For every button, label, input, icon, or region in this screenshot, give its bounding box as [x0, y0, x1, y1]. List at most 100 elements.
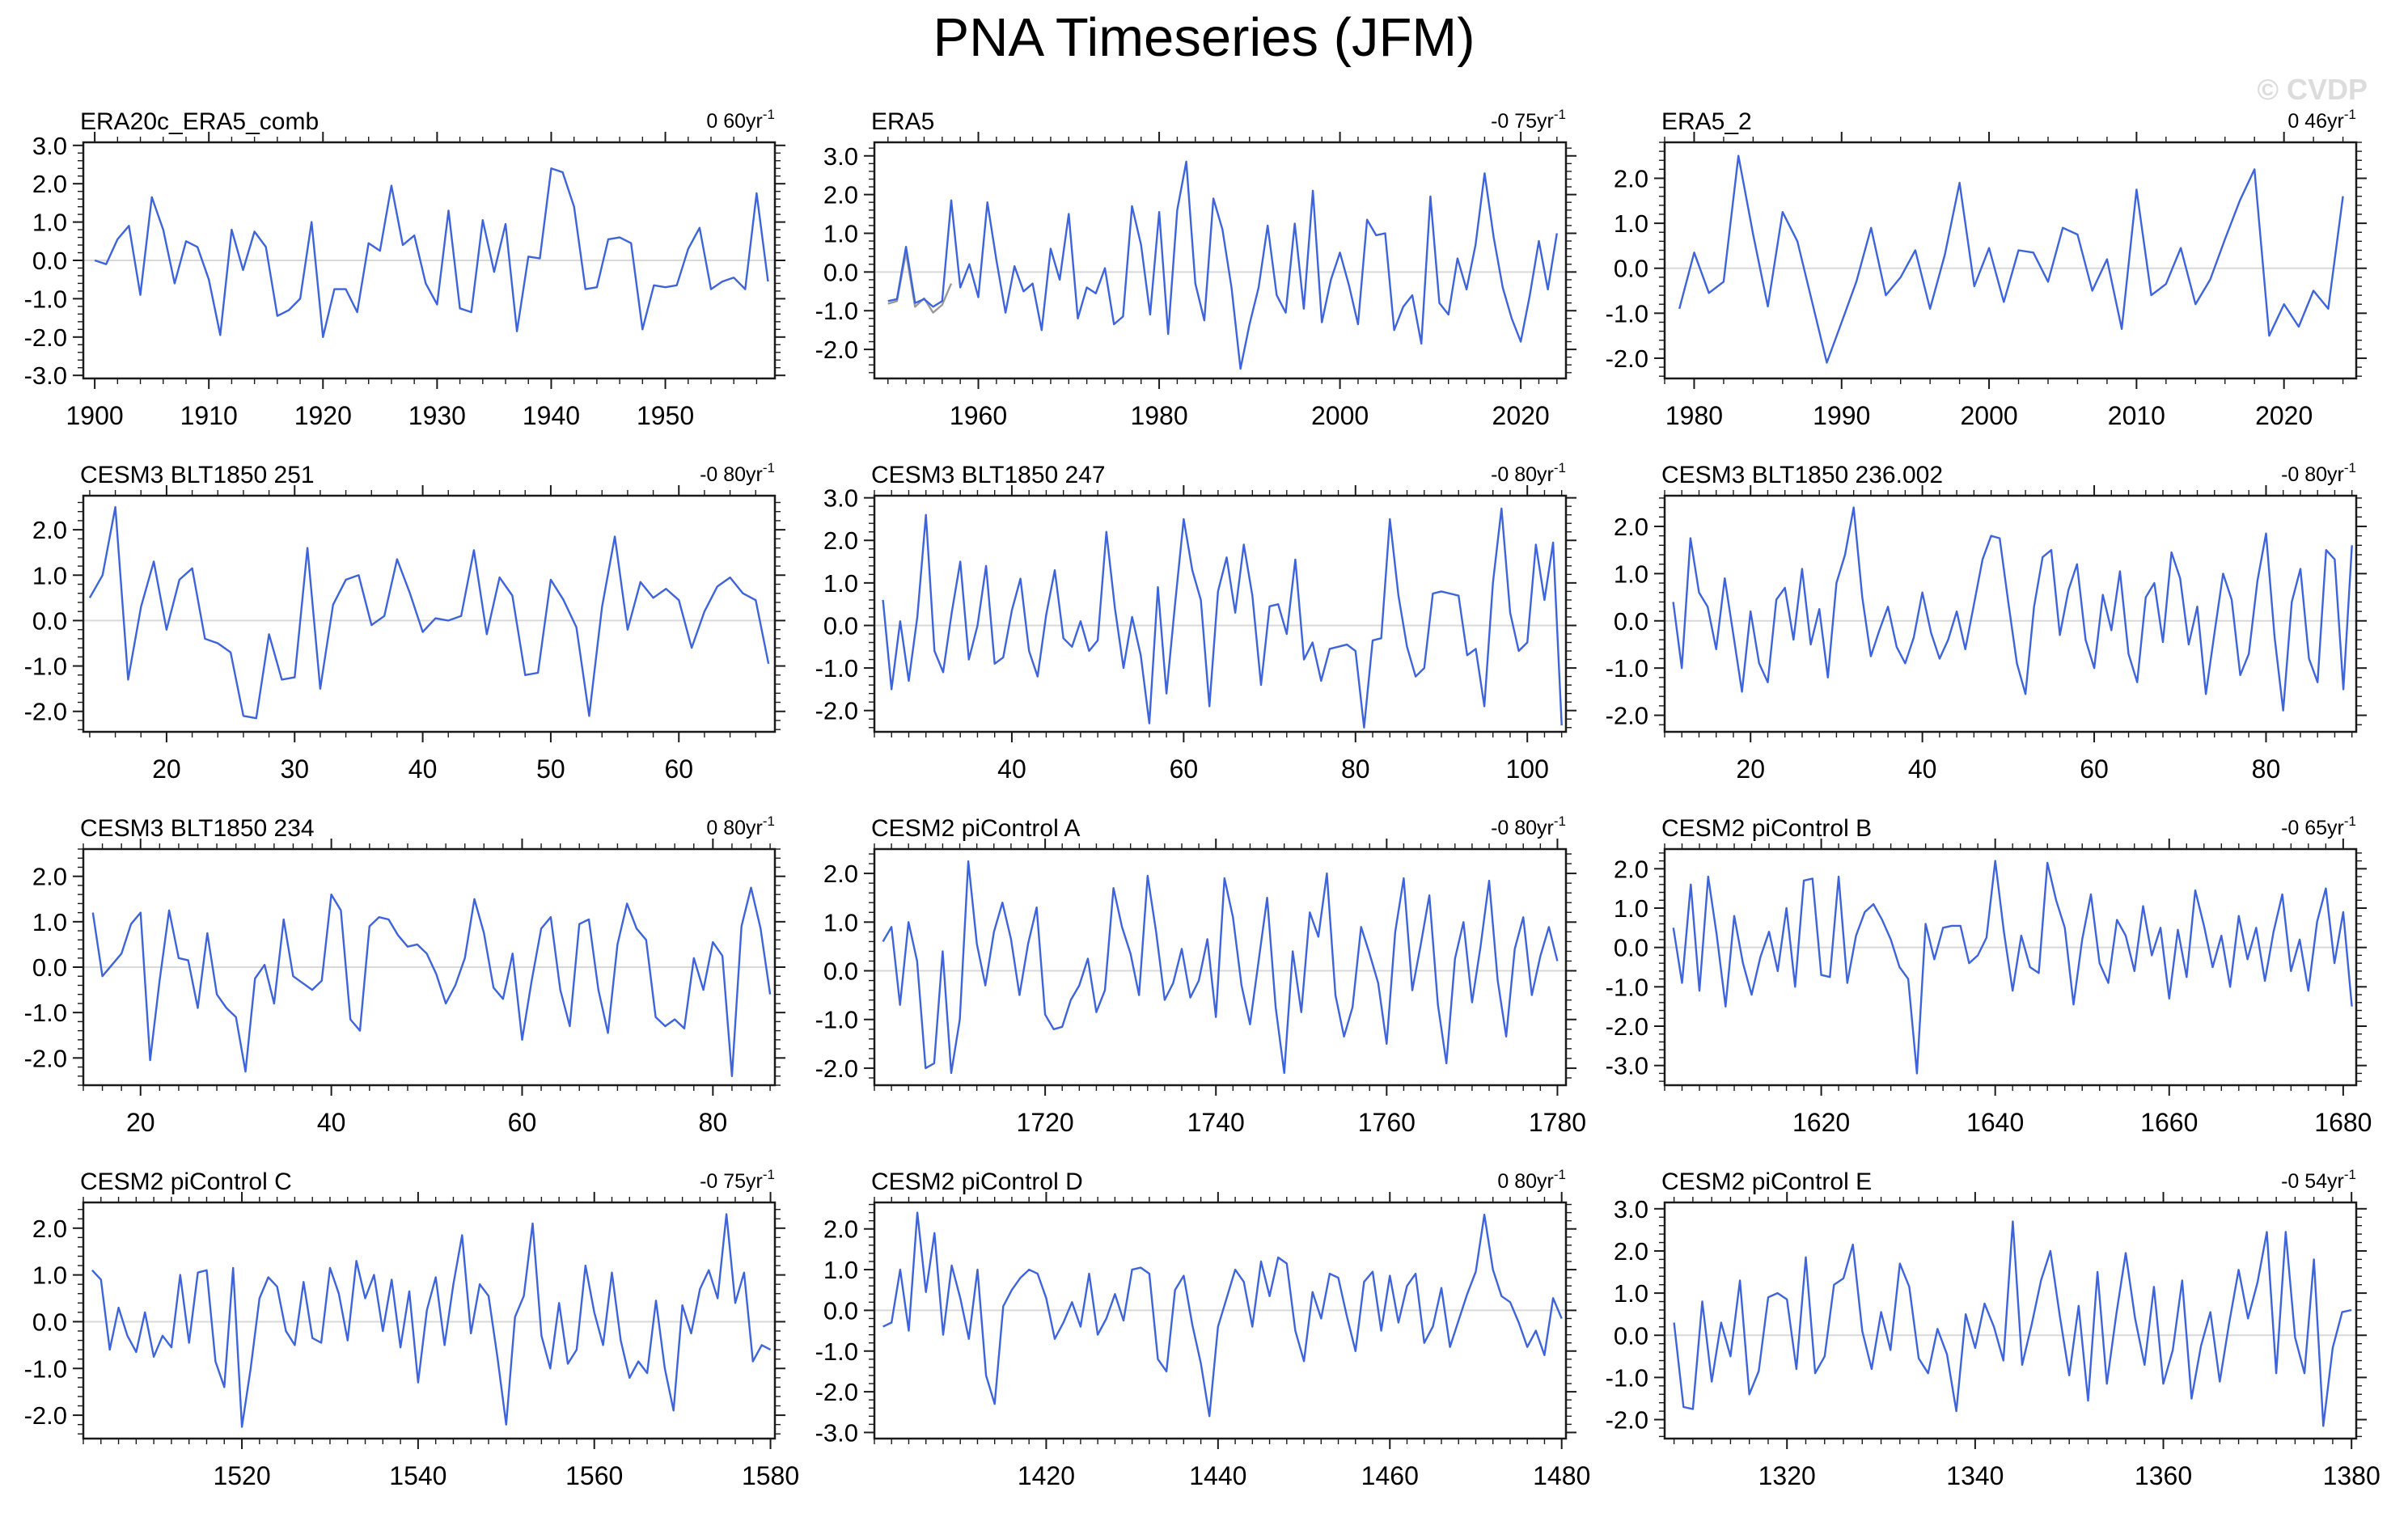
x-tick-label: 1560	[565, 1461, 623, 1490]
panel: CESM2 piControl D 0 80yr-1 1420 1440 1460 1…	[810, 1162, 1602, 1515]
x-tick-label: 40	[1908, 754, 1937, 784]
panel: CESM2 piControl B -0 65yr-1 1620 1640 1660…	[1601, 809, 2392, 1162]
y-tick-label: -2.0	[1606, 702, 1648, 730]
x-tick-label: 1320	[1758, 1461, 1816, 1490]
y-tick-label: 3.0	[823, 142, 858, 171]
panel-trend: 0 60yr-1	[706, 107, 775, 133]
plot-frame	[873, 1201, 1567, 1440]
plot-frame	[82, 847, 777, 1087]
panel: CESM2 piControl A -0 80yr-1 1720 1740 1760…	[810, 809, 1602, 1162]
timeseries-line	[94, 167, 769, 338]
timeseries-panel-svg: ERA20c_ERA5_comb 0 60yr-1 1900 1910 1920 19…	[24, 107, 785, 430]
y-tick-label: -1.0	[815, 1337, 857, 1366]
x-tick-label: 1980	[1665, 401, 1723, 430]
x-tick-label: 1960	[950, 401, 1007, 430]
y-tick-label: -2.0	[24, 1044, 67, 1072]
x-tick-label: 1640	[1966, 1108, 2024, 1137]
timeseries-panel-svg: CESM2 piControl A -0 80yr-1 1720 1740 1760…	[815, 813, 1585, 1137]
x-tick-label: 1910	[180, 401, 238, 430]
y-tick-label: 2.0	[32, 170, 67, 198]
plot-frame	[873, 494, 1567, 733]
panel-title: CESM3 BLT1850 247	[871, 462, 1106, 488]
y-tick-label: 2.0	[1614, 513, 1648, 541]
y-tick-label: -1.0	[815, 297, 857, 325]
plot-frame	[82, 1201, 777, 1440]
y-tick-label: 1.0	[32, 908, 67, 936]
x-tick-label: 2000	[1961, 401, 2018, 430]
y-tick-label: 3.0	[823, 484, 858, 513]
y-tick-label: 1.0	[1614, 894, 1648, 923]
panel-title: ERA5_2	[1661, 108, 1752, 135]
y-tick-label: 1.0	[32, 209, 67, 237]
y-tick-label: -1.0	[815, 654, 857, 682]
y-tick-label: -1.0	[24, 285, 67, 313]
y-tick-label: 1.0	[1614, 560, 1648, 588]
y-tick-label: 1.0	[32, 561, 67, 590]
timeseries-line	[882, 507, 1563, 729]
panel-trend: -0 80yr-1	[2281, 460, 2356, 486]
timeseries-line	[882, 1211, 1563, 1418]
panel-trend: -0 80yr-1	[1491, 460, 1566, 486]
panel-title: ERA5	[871, 108, 934, 135]
x-tick-label: 1380	[2323, 1461, 2380, 1490]
y-tick-label: 1.0	[1614, 209, 1648, 238]
timeseries-line	[1672, 506, 2354, 712]
y-tick-label: -2.0	[1606, 1012, 1648, 1041]
x-tick-label: 1930	[408, 401, 466, 430]
timeseries-panel-svg: CESM3 BLT1850 236.002 -0 80yr-1 20 40 60 80…	[1606, 460, 2368, 784]
panel: CESM3 BLT1850 234 0 80yr-1 20 40 60 80 2.0 1.…	[19, 809, 810, 1162]
x-tick-label: 2000	[1311, 401, 1369, 430]
y-tick-label: 2.0	[1614, 164, 1648, 192]
timeseries-panel-svg: ERA5 -0 75yr-1 1960 1980 2000 2020 3.0 2.0 1.0…	[815, 107, 1576, 430]
y-tick-label: 2.0	[823, 181, 858, 209]
timeseries-panel-svg: CESM2 piControl D 0 80yr-1 1420 1440 1460 1…	[815, 1167, 1590, 1490]
plot-frame	[1664, 141, 2358, 380]
y-tick-label: -2.0	[815, 1054, 857, 1083]
plot-frame	[1664, 494, 2358, 733]
y-tick-label: 0.0	[32, 606, 67, 635]
x-tick-label: 60	[508, 1108, 537, 1137]
panel-title: CESM2 piControl C	[80, 1168, 292, 1195]
y-tick-label: 0.0	[823, 611, 858, 640]
panel-trend: 0 80yr-1	[1497, 1167, 1566, 1193]
y-tick-label: 0.0	[1614, 1321, 1648, 1350]
timeseries-line	[91, 886, 772, 1077]
x-tick-label: 40	[317, 1108, 346, 1137]
y-tick-label: -2.0	[24, 698, 67, 726]
x-tick-label: 1440	[1189, 1461, 1246, 1490]
panel: ERA5_2 0 46yr-1 1980 1990 2000 2010 2020 2.0 1…	[1601, 102, 2392, 455]
panel-trend: -0 54yr-1	[2281, 1167, 2356, 1193]
panel-title: CESM3 BLT1850 236.002	[1661, 462, 1943, 488]
y-tick-label: 3.0	[32, 132, 67, 160]
timeseries-panel-svg: CESM3 BLT1850 247 -0 80yr-1 40 60 80 100 3.0…	[815, 460, 1576, 784]
y-tick-label: 0.0	[823, 957, 858, 986]
y-tick-label: 0.0	[1614, 255, 1648, 283]
panel-trend: -0 75yr-1	[700, 1167, 775, 1193]
x-tick-label: 1620	[1792, 1108, 1850, 1137]
y-tick-label: -3.0	[24, 361, 67, 390]
panel: CESM3 BLT1850 247 -0 80yr-1 40 60 80 100 3.0…	[810, 455, 1602, 809]
panel-title: CESM3 BLT1850 234	[80, 815, 315, 842]
x-tick-label: 1420	[1017, 1461, 1074, 1490]
panel: ERA20c_ERA5_comb 0 60yr-1 1900 1910 1920 19…	[19, 102, 810, 455]
timeseries-line	[91, 1213, 772, 1428]
panel-trend: 0 46yr-1	[2288, 107, 2357, 133]
y-tick-label: -1.0	[1606, 299, 1648, 328]
y-tick-label: 0.0	[1614, 934, 1648, 962]
y-tick-label: -2.0	[1606, 1406, 1648, 1435]
panel: CESM3 BLT1850 251 -0 80yr-1 20 30 40 50 60 2.…	[19, 455, 810, 809]
panel-trend: -0 80yr-1	[700, 460, 775, 486]
x-tick-label: 1460	[1361, 1461, 1418, 1490]
x-tick-label: 2020	[2255, 401, 2313, 430]
panel-title: CESM2 piControl E	[1661, 1168, 1872, 1195]
panel: CESM2 piControl C -0 75yr-1 1520 1540 1560…	[19, 1162, 810, 1515]
y-tick-label: -2.0	[815, 1378, 857, 1406]
y-tick-label: 3.0	[1614, 1195, 1648, 1223]
y-tick-label: -1.0	[1606, 973, 1648, 1001]
y-tick-label: -2.0	[24, 1401, 67, 1430]
timeseries-line	[1678, 154, 2345, 364]
x-tick-label: 1740	[1187, 1108, 1244, 1137]
x-tick-label: 1980	[1130, 401, 1187, 430]
x-tick-label: 1950	[637, 401, 694, 430]
y-tick-label: -1.0	[1606, 654, 1648, 682]
